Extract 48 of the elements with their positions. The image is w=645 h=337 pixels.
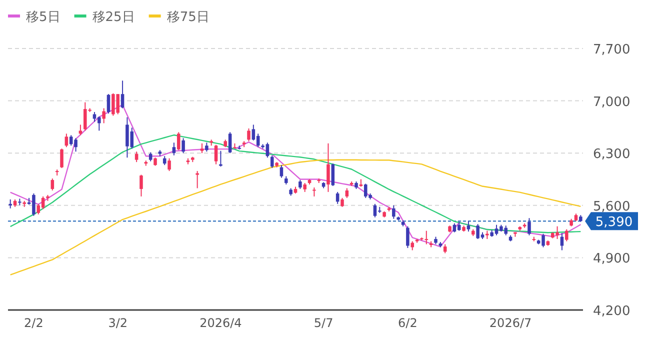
ref-line-label: 5,390 bbox=[595, 215, 633, 230]
legend-label: 移5日 bbox=[26, 10, 60, 25]
x-tick-label: 6/2 bbox=[398, 316, 418, 330]
candlestick bbox=[120, 80, 124, 109]
candlestick bbox=[565, 228, 568, 242]
candlestick bbox=[466, 220, 470, 232]
candlestick bbox=[214, 144, 218, 165]
candlestick bbox=[219, 150, 222, 168]
y-tick-label: 7,000 bbox=[593, 94, 630, 110]
candlestick bbox=[280, 164, 284, 178]
candlestick bbox=[326, 142, 330, 192]
candlestick bbox=[345, 188, 349, 198]
candlestick bbox=[331, 163, 335, 186]
candlestick bbox=[50, 178, 54, 191]
x-tick-label: 5/7 bbox=[314, 316, 334, 330]
candlestick bbox=[406, 226, 410, 248]
candlestick bbox=[168, 158, 171, 172]
y-tick-label: 5,600 bbox=[593, 199, 630, 214]
candlestick bbox=[256, 133, 260, 148]
candlestick bbox=[247, 128, 250, 142]
line-series bbox=[10, 159, 582, 276]
x-tick-label: 3/2 bbox=[108, 316, 128, 330]
y-tick-label: 4,200 bbox=[593, 304, 630, 319]
candlestick bbox=[228, 132, 232, 154]
candlestick bbox=[200, 142, 204, 154]
legend-label: 移25日 bbox=[92, 10, 135, 25]
candlestick bbox=[392, 204, 396, 220]
legend-label: 移75日 bbox=[166, 10, 210, 25]
candlestick bbox=[106, 94, 110, 114]
candlestick bbox=[64, 133, 68, 148]
candlestick bbox=[172, 142, 176, 156]
y-tick-label: 7,700 bbox=[593, 42, 630, 58]
candlestick bbox=[140, 174, 143, 197]
y-tick-label: 6,300 bbox=[593, 147, 630, 162]
candlestick bbox=[78, 124, 82, 136]
candlestick bbox=[270, 154, 274, 169]
candlestick bbox=[134, 151, 138, 163]
candlestick bbox=[102, 108, 106, 124]
candlestick bbox=[528, 218, 531, 236]
candlestick bbox=[41, 196, 45, 210]
candlestick bbox=[60, 148, 64, 169]
candlestick bbox=[182, 138, 185, 154]
candlestick bbox=[196, 170, 199, 189]
candlestick bbox=[176, 132, 180, 151]
x-tick-label: 2026/4 bbox=[200, 316, 242, 330]
x-tick-label: 2/2 bbox=[24, 316, 44, 330]
y-tick-label: 4,900 bbox=[593, 252, 630, 267]
x-tick-label: 2026/7 bbox=[489, 316, 532, 330]
